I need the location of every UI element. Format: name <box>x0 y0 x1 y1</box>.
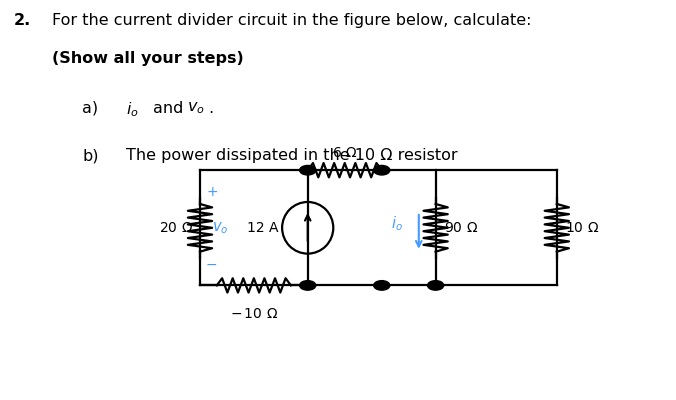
Circle shape <box>374 166 390 175</box>
Circle shape <box>299 281 316 290</box>
Text: 6 $\Omega$: 6 $\Omega$ <box>332 146 358 160</box>
Text: (Show all your steps): (Show all your steps) <box>52 51 243 66</box>
Text: 90 $\Omega$: 90 $\Omega$ <box>443 221 478 235</box>
Text: 10 $\Omega$: 10 $\Omega$ <box>565 221 599 235</box>
Text: b): b) <box>82 148 99 163</box>
Text: 2.: 2. <box>14 13 30 28</box>
Text: a): a) <box>82 101 98 116</box>
Circle shape <box>427 281 443 290</box>
Text: $-$: $-$ <box>206 256 218 270</box>
Text: $i_o$: $i_o$ <box>391 214 404 233</box>
Text: and: and <box>153 101 183 116</box>
Circle shape <box>374 281 390 290</box>
Text: 12 A: 12 A <box>247 221 279 235</box>
Text: +: + <box>207 185 218 199</box>
Text: .: . <box>209 101 214 116</box>
Text: The power dissipated in the 10 Ω resistor: The power dissipated in the 10 Ω resisto… <box>126 148 458 163</box>
Text: $v_o$: $v_o$ <box>187 101 204 116</box>
Text: $-\,10\ \Omega$: $-\,10\ \Omega$ <box>230 307 278 321</box>
Text: $i_o$: $i_o$ <box>126 101 139 119</box>
Text: 20 $\Omega$: 20 $\Omega$ <box>159 221 193 235</box>
Text: $v_o$: $v_o$ <box>212 220 228 236</box>
Circle shape <box>299 166 316 175</box>
Text: For the current divider circuit in the figure below, calculate:: For the current divider circuit in the f… <box>52 13 531 28</box>
